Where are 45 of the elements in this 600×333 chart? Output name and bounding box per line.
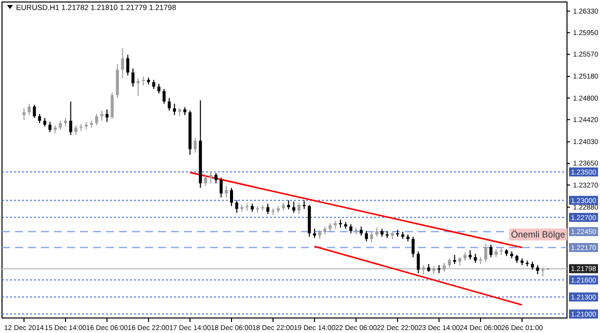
candlestick — [297, 202, 300, 214]
candlestick — [131, 68, 134, 88]
candlestick — [121, 48, 124, 79]
candlestick — [106, 108, 109, 122]
candlestick — [474, 253, 477, 264]
candlestick — [95, 113, 98, 126]
candlestick — [194, 137, 197, 154]
candlestick — [541, 266, 544, 278]
candlestick — [28, 103, 31, 116]
candlestick — [136, 78, 140, 96]
candlestick — [220, 177, 223, 198]
candlestick — [442, 262, 446, 272]
candlestick — [58, 120, 62, 130]
candlestick — [360, 226, 363, 236]
candlestick — [318, 229, 322, 240]
candlestick — [375, 227, 378, 238]
candlestick — [204, 174, 208, 187]
candlestick — [32, 104, 36, 118]
candlestick — [416, 251, 420, 274]
candlestick — [38, 113, 42, 124]
candlestick — [448, 258, 451, 268]
candlestick — [536, 264, 540, 275]
candlestick — [152, 79, 156, 90]
candlestick — [69, 100, 72, 136]
candlestick — [110, 92, 114, 120]
candlestick — [230, 187, 234, 207]
candlestick — [224, 186, 228, 198]
candlestick — [162, 88, 166, 104]
candlestick — [157, 83, 160, 94]
candlestick — [453, 254, 456, 265]
candlestick — [370, 232, 374, 243]
candlestick — [489, 244, 492, 258]
candlestick — [364, 230, 368, 242]
candlestick — [214, 172, 218, 184]
candlestick — [126, 54, 130, 76]
candlestick — [168, 98, 171, 112]
candlestick — [484, 243, 488, 262]
candlestick — [266, 203, 270, 214]
candlestick — [235, 200, 238, 214]
candlestick — [292, 200, 296, 214]
candlestick — [74, 124, 78, 136]
candlestick — [349, 224, 352, 234]
candlestick — [412, 236, 415, 258]
candlestick — [48, 121, 52, 133]
annotation: Önemli Bölge — [511, 229, 566, 240]
